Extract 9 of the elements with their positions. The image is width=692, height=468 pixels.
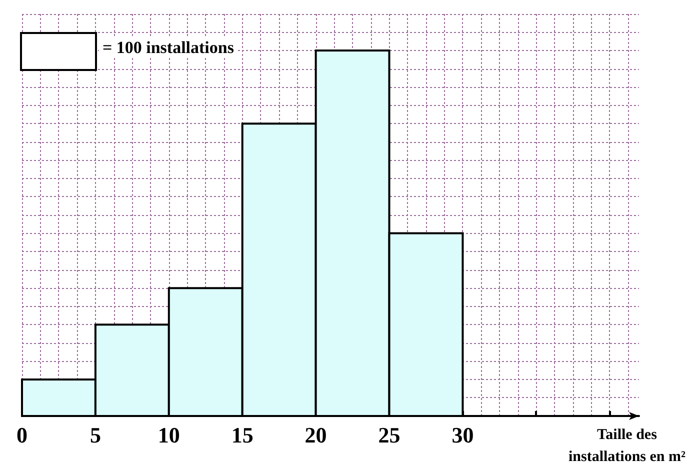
annotation: = 100 installations bbox=[99, 38, 237, 58]
x-tick-label: 25 bbox=[378, 422, 400, 448]
x-tick-label: 5 bbox=[90, 422, 101, 448]
x-tick-label: 15 bbox=[231, 422, 254, 448]
x-tick-label: 30 bbox=[452, 422, 474, 448]
x-tick-label: 10 bbox=[158, 422, 180, 448]
x-axis-title: Taille des installations en m² bbox=[567, 426, 686, 467]
x-tick-label: 0 bbox=[16, 422, 28, 448]
x-tick-label: 20 bbox=[304, 422, 327, 448]
